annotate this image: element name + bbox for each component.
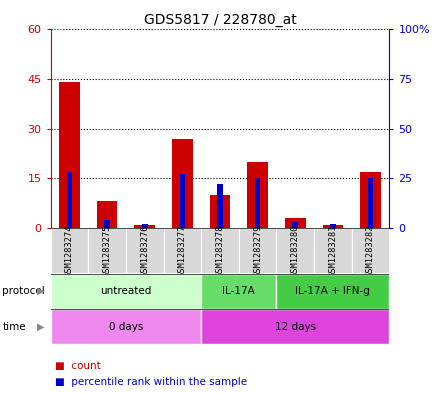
Text: GSM1283278: GSM1283278 [216, 224, 224, 277]
Bar [97, 202, 117, 228]
Bar [285, 218, 306, 228]
Text: IL-17A: IL-17A [223, 286, 255, 296]
Text: ■  percentile rank within the sample: ■ percentile rank within the sample [55, 377, 247, 387]
Text: untreated: untreated [100, 286, 151, 296]
Bar [352, 228, 389, 273]
Bar [360, 172, 381, 228]
Bar [104, 220, 110, 228]
Text: GSM1283274: GSM1283274 [65, 224, 74, 277]
Title: GDS5817 / 228780_at: GDS5817 / 228780_at [143, 13, 297, 27]
Bar [276, 228, 314, 273]
Text: protocol: protocol [2, 286, 45, 296]
Bar [323, 225, 343, 228]
Bar [164, 228, 201, 273]
Text: GSM1283279: GSM1283279 [253, 224, 262, 277]
Bar [51, 274, 201, 309]
Text: 0 days: 0 days [109, 321, 143, 332]
Bar [172, 139, 193, 228]
Bar [88, 228, 126, 273]
Text: GSM1283277: GSM1283277 [178, 224, 187, 277]
Text: ▶: ▶ [37, 286, 45, 296]
Bar [293, 222, 298, 228]
Bar [51, 309, 201, 344]
Bar [247, 162, 268, 228]
Bar [66, 173, 72, 228]
Bar [217, 184, 223, 228]
Bar [201, 228, 239, 273]
Bar [180, 174, 185, 228]
Bar [239, 228, 276, 273]
Bar [330, 224, 336, 228]
Text: 12 days: 12 days [275, 321, 316, 332]
Text: GSM1283276: GSM1283276 [140, 224, 149, 277]
Text: GSM1283280: GSM1283280 [291, 224, 300, 277]
Bar [276, 274, 389, 309]
Bar [314, 228, 352, 273]
Text: ■  count: ■ count [55, 361, 101, 371]
Text: time: time [2, 321, 26, 332]
Bar [368, 178, 374, 228]
Text: IL-17A + IFN-g: IL-17A + IFN-g [296, 286, 370, 296]
Bar [209, 195, 231, 228]
Bar [134, 225, 155, 228]
Bar [126, 228, 164, 273]
Text: GSM1283282: GSM1283282 [366, 224, 375, 277]
Bar [201, 309, 389, 344]
Text: GSM1283281: GSM1283281 [328, 224, 337, 277]
Bar [201, 274, 276, 309]
Text: ▶: ▶ [37, 321, 45, 332]
Bar [255, 178, 260, 228]
Bar [51, 228, 88, 273]
Text: GSM1283275: GSM1283275 [103, 224, 112, 277]
Bar [59, 83, 80, 228]
Bar [142, 224, 147, 228]
